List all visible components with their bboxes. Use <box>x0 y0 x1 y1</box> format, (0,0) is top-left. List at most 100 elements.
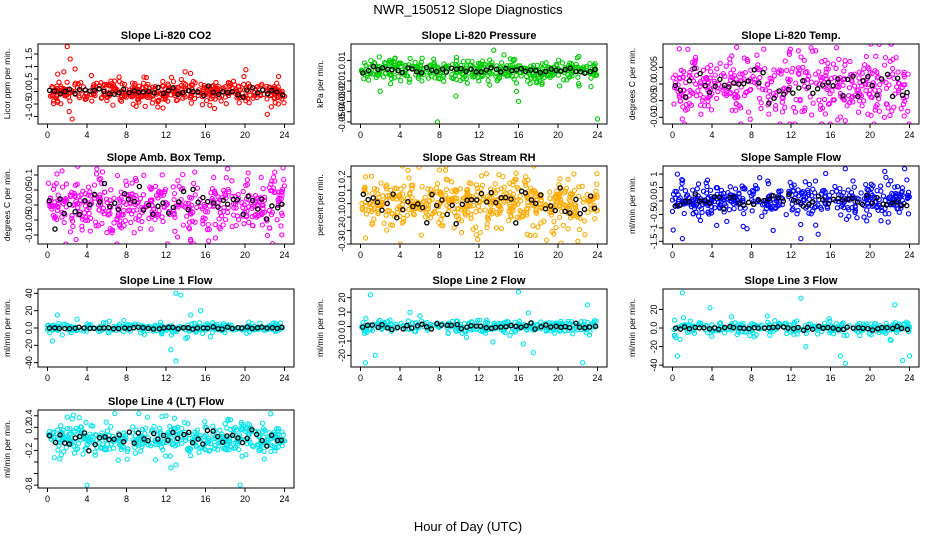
point <box>555 192 562 198</box>
mean-point <box>672 82 679 89</box>
point <box>134 97 141 103</box>
mean-point <box>770 193 776 199</box>
point <box>415 63 421 70</box>
point <box>872 322 878 328</box>
mean-point <box>576 324 583 330</box>
point <box>502 190 509 196</box>
point <box>758 105 764 112</box>
outlier-point <box>72 66 78 72</box>
point <box>226 446 232 453</box>
point <box>225 166 231 172</box>
mean-point <box>269 203 275 209</box>
mean-point <box>780 324 787 330</box>
point <box>830 61 837 67</box>
mean-point <box>87 202 93 208</box>
mean-point <box>513 67 520 73</box>
mean-point <box>190 186 196 193</box>
point <box>272 169 278 175</box>
mean-point <box>573 68 579 75</box>
point <box>279 192 285 199</box>
point <box>498 225 505 232</box>
point <box>280 166 286 171</box>
mean-point <box>878 76 885 82</box>
point <box>167 453 174 459</box>
mean-point <box>76 324 82 331</box>
point <box>677 75 683 81</box>
panel-4: Slope Amb. Box Temp.degrees C per min.0 4… <box>2 152 295 260</box>
point <box>693 209 699 215</box>
point <box>753 185 759 191</box>
point <box>425 186 431 192</box>
mean-point <box>587 193 594 199</box>
point <box>96 176 102 182</box>
mean-point <box>761 197 767 204</box>
point <box>786 78 792 85</box>
point <box>861 66 867 72</box>
point <box>454 63 460 69</box>
point <box>669 208 676 215</box>
point <box>422 194 428 200</box>
y-tick-label: 0.0 <box>337 197 347 210</box>
point <box>898 190 905 196</box>
point <box>714 222 720 229</box>
point <box>757 74 763 81</box>
mean-point <box>439 197 445 203</box>
mean-point <box>712 83 718 90</box>
mean-point <box>244 435 250 442</box>
panel-title: Slope Li-820 CO2 <box>121 30 211 42</box>
point <box>369 201 375 208</box>
point <box>372 322 378 328</box>
mean-point <box>255 206 261 212</box>
point <box>833 65 839 72</box>
mean-point <box>170 429 176 436</box>
point <box>95 223 101 229</box>
point <box>419 55 425 61</box>
point <box>133 193 139 199</box>
point <box>171 415 178 421</box>
point <box>240 426 246 432</box>
figure-title: NWR_150512 Slope Diagnostics <box>373 2 563 17</box>
point <box>173 425 179 432</box>
point <box>119 211 125 218</box>
point <box>706 211 712 217</box>
point <box>822 111 829 117</box>
point <box>808 211 814 217</box>
point <box>488 70 494 77</box>
mean-point <box>795 198 802 205</box>
mean-point <box>755 325 761 331</box>
point <box>104 428 111 434</box>
point <box>709 333 715 339</box>
point <box>534 210 540 216</box>
mean-point <box>745 199 752 206</box>
point <box>790 188 796 194</box>
point <box>802 179 808 185</box>
point <box>571 171 577 177</box>
mean-point <box>889 325 896 332</box>
point <box>817 204 824 211</box>
point <box>551 218 557 225</box>
mean-point <box>61 210 67 217</box>
mean-point <box>279 92 286 98</box>
point <box>211 190 218 196</box>
point <box>823 66 829 72</box>
x-tick-label: 0 <box>670 250 675 260</box>
point <box>795 65 802 71</box>
mean-point <box>815 193 822 199</box>
point <box>180 171 186 178</box>
mean-point <box>395 67 401 74</box>
point <box>106 318 112 324</box>
point <box>838 212 844 218</box>
point <box>125 446 131 452</box>
mean-point <box>721 82 728 89</box>
point <box>900 101 907 107</box>
point <box>829 189 835 195</box>
mean-point <box>145 325 151 332</box>
point <box>202 418 208 425</box>
point <box>199 102 206 108</box>
point <box>373 74 379 81</box>
outlier-point <box>362 360 369 366</box>
x-tick-label: 12 <box>161 494 171 504</box>
mean-point <box>879 324 885 331</box>
point <box>675 82 681 88</box>
point <box>280 432 287 438</box>
